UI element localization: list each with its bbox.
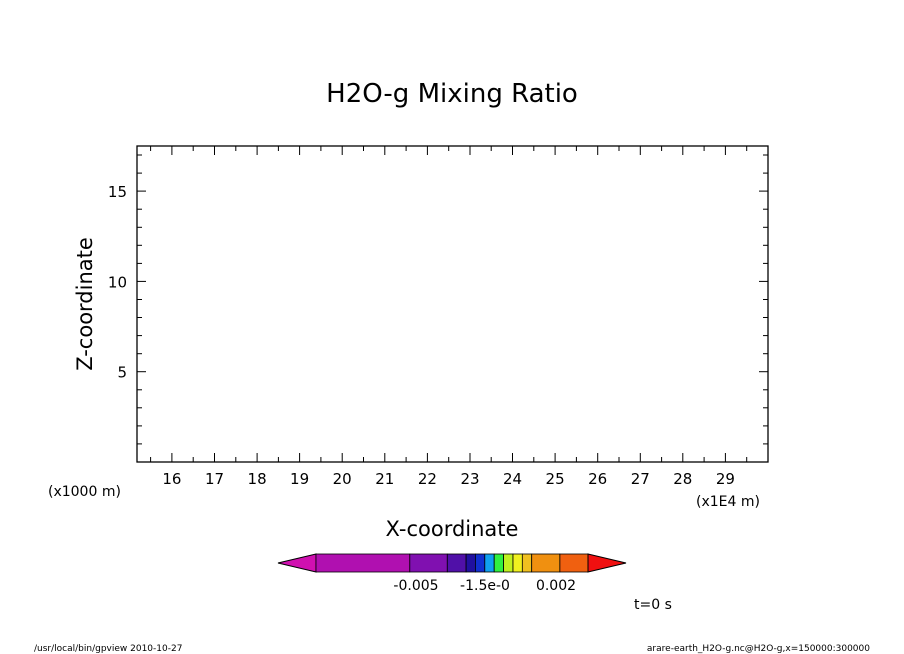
colorbar-cell <box>465 553 476 573</box>
colorbar-label-max: 0.002 <box>536 578 576 594</box>
colorbar-cell <box>512 553 523 573</box>
x-tick-label: 20 <box>333 470 352 488</box>
colorbar-cell <box>484 553 495 573</box>
x-tick-label: 18 <box>248 470 267 488</box>
x-tick-label: 16 <box>162 470 181 488</box>
x-tick-label: 23 <box>460 470 479 488</box>
y-tick-labels: 5 10 15 <box>108 183 127 382</box>
chart-title: H2O-g Mixing Ratio <box>326 79 578 109</box>
x-tick-labels: 16 17 18 19 20 21 22 23 24 25 26 27 28 29 <box>162 470 735 488</box>
x-tick-label: 17 <box>205 470 224 488</box>
footer-right: arare-earth_H2O-g.nc@H2O-g,x=150000:3000… <box>647 644 870 654</box>
plot-frame <box>136 145 769 463</box>
x-tick-label: 28 <box>673 470 692 488</box>
colorbar-cells <box>315 553 589 573</box>
colorbar-cell <box>559 553 589 573</box>
colorbar-cell <box>503 553 514 573</box>
colorbar: -0.005 -1.5e-0 0.002 <box>277 553 627 594</box>
x-unit-label: (x1E4 m) <box>696 494 760 510</box>
axis-ticks <box>137 146 769 463</box>
x-tick-label: 26 <box>588 470 607 488</box>
colorbar-label-mid: -1.5e-0 <box>460 578 510 594</box>
y-tick-label: 15 <box>108 183 127 201</box>
colorbar-cell <box>315 553 411 573</box>
x-tick-label: 29 <box>716 470 735 488</box>
colorbar-cell <box>474 553 486 573</box>
y-tick-label: 10 <box>108 273 127 291</box>
x-tick-label: 27 <box>631 470 650 488</box>
x-tick-label: 19 <box>290 470 309 488</box>
colorbar-cell <box>446 553 467 573</box>
y-unit-label: (x1000 m) <box>48 484 121 500</box>
x-tick-label: 21 <box>375 470 394 488</box>
time-annotation: t=0 s <box>634 597 672 613</box>
y-tick-label: 5 <box>117 364 127 382</box>
colorbar-label-min: -0.005 <box>393 578 438 594</box>
colorbar-cell <box>493 553 505 573</box>
x-tick-label: 24 <box>503 470 522 488</box>
colorbar-high-arrow <box>587 553 627 573</box>
y-axis-label: Z-coordinate <box>73 237 97 371</box>
colorbar-cell <box>531 553 561 573</box>
x-tick-label: 22 <box>418 470 437 488</box>
footer-left: /usr/local/bin/gpview 2010-10-27 <box>34 644 182 654</box>
colorbar-cell <box>521 553 533 573</box>
colorbar-low-arrow <box>277 553 317 573</box>
x-axis-label: X-coordinate <box>386 517 519 541</box>
colorbar-cell <box>409 553 448 573</box>
x-tick-label: 25 <box>546 470 565 488</box>
